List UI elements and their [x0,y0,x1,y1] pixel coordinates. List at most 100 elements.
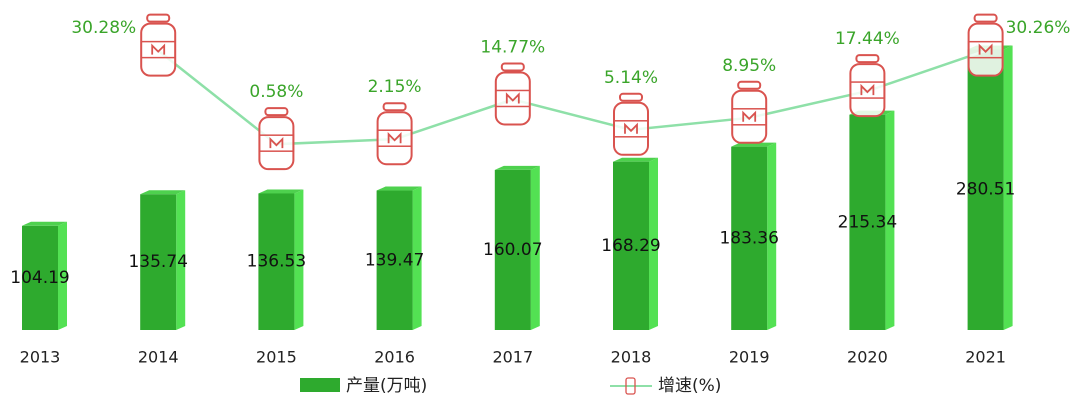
growth-value-label: 0.58% [249,82,303,102]
x-tick-label: 2021 [965,348,1006,367]
legend-label: 产量(万吨) [346,376,427,396]
x-tick-label: 2017 [492,348,533,367]
bar [140,190,186,330]
bar [967,45,1013,331]
bottle-band [613,120,649,138]
bottle-logo [387,132,402,144]
legend: 产量(万吨) 增速(%) [300,376,721,396]
bar-value-label: 215.34 [838,212,897,232]
bar-side [412,186,422,330]
bar-value-label: 280.51 [956,180,1015,200]
bar-side [294,189,304,330]
bottle-body [258,116,295,171]
legend-label: 增速(%) [658,376,721,396]
bottle-logo [742,110,757,122]
bottle-band [495,89,531,108]
bottle-cap [500,62,525,72]
bottle-marker [967,13,1004,77]
bottle-marker [258,107,295,171]
bar [731,142,777,330]
growth-value-label: 14.77% [480,37,545,57]
bottle-logo [624,122,638,134]
bottle-body [731,89,768,144]
growth-value-label: 17.44% [835,29,900,49]
growth-value-label: 5.14% [604,68,658,88]
bar-front [849,114,886,330]
bar-side [58,221,67,330]
bar-top [22,221,67,226]
bottle-logo [269,137,284,149]
bar-side [649,157,658,330]
bottle-band [258,134,295,152]
bar [494,165,540,330]
bar-front [494,169,531,330]
bar [22,221,67,330]
bottle-cap [855,54,880,64]
bar-front [731,146,768,330]
bottle-band [849,81,886,99]
bar-top [376,186,422,191]
bottle-cap [146,13,171,23]
bottle-cap [264,107,289,117]
bar-top [140,190,186,195]
bottle-cap [737,80,762,90]
bottle-cap [973,13,998,23]
bottle-cap [619,92,643,102]
bottle-body [849,63,886,118]
legend-swatch-bar [300,378,340,392]
bottle-body [967,22,1004,77]
bar-value-label: 160.07 [483,240,542,260]
bar-value-label: 104.19 [10,268,69,288]
bottle-marker [849,54,886,118]
bar-side [530,165,540,330]
bar-side [767,142,777,330]
bottle-band [140,40,176,59]
x-tick-label: 2013 [20,348,61,367]
x-tick-label: 2016 [374,348,415,367]
growth-value-label: 30.26% [1006,18,1071,38]
bottle-body [494,71,531,126]
bar-top [613,157,658,162]
x-tick-label: 2020 [847,348,888,367]
bottle-band [731,108,767,126]
bottle-body [376,111,413,166]
bottle-marker [140,13,177,77]
bar-front [258,193,295,330]
growth-value-label: 2.15% [368,77,422,97]
bar-value-label: 136.53 [247,252,306,272]
bottle-marker [494,62,531,126]
bar-front [613,161,649,330]
bar-value-label: 168.29 [601,236,660,256]
bottle-logo [978,43,993,55]
bottle-logo [505,92,520,104]
bar [376,186,422,330]
bottle-marker [613,92,649,156]
growth-line [157,49,987,146]
bar-side [1003,45,1013,331]
bar-value-label: 139.47 [365,250,424,270]
bottle-body [140,22,177,77]
growth-value-label: 30.28% [71,18,136,38]
bottle-body [613,101,649,156]
bar [613,157,658,330]
bar-value-label: 183.36 [719,228,778,248]
bar-side [176,190,186,330]
bottle-marker [731,80,768,144]
growth-value-label: 8.95% [722,56,776,76]
bar-side [885,110,895,330]
bottle-cap [382,102,407,112]
bottle-band [967,40,1004,59]
bar-front [967,49,1004,331]
bar [258,189,304,330]
bottle-marker [376,102,413,166]
bar-front [22,225,58,330]
x-tick-label: 2018 [611,348,652,367]
bar-front [140,194,177,330]
x-tick-label: 2014 [138,348,179,367]
bottle-logo [860,83,875,96]
x-tick-label: 2019 [729,348,770,367]
bottle-band [376,129,413,147]
bottle-logo [151,43,166,55]
legend-marker [625,377,636,395]
